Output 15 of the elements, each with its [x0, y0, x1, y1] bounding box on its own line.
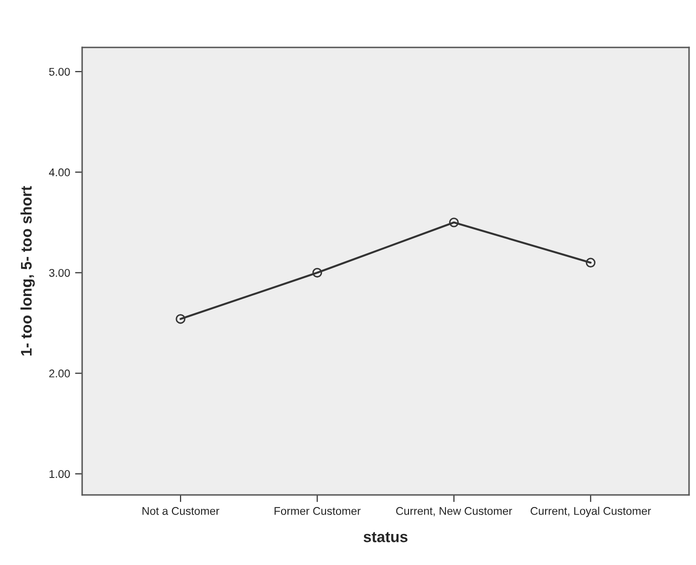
point	[312, 268, 322, 278]
y-tick-label: 4.00	[48, 168, 70, 176]
x-axis-title: status	[364, 532, 408, 542]
y-tick-label: 3.00	[49, 268, 70, 277]
point	[586, 258, 596, 268]
x-tick-label: Not a Customer	[142, 507, 220, 515]
y-tick-label: 2.00	[49, 370, 70, 378]
x-tick-label: Current, Loyal Customer	[530, 506, 651, 518]
point	[176, 314, 186, 324]
y-tick-label: 5.00	[49, 68, 70, 76]
x-tick-label: Former Customer	[274, 507, 361, 515]
point	[449, 218, 459, 228]
y-axis-title: 1- too long, 5- too short	[20, 186, 35, 356]
y-tick-label: 1.00	[50, 470, 70, 478]
x-tick-label: Current, New Customer	[396, 507, 512, 516]
